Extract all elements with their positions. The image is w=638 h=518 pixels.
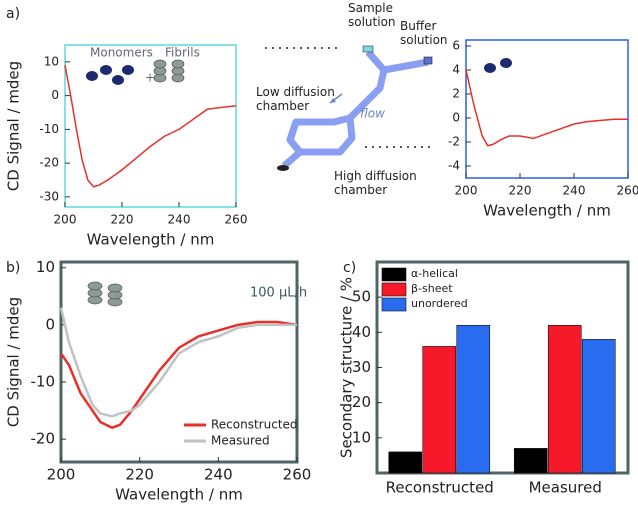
y-axis-label: CD Signal / mdeg — [5, 297, 23, 427]
bar — [456, 324, 491, 474]
x-tick-label: 220 — [111, 213, 134, 227]
y-tick-label: 6 — [452, 39, 460, 53]
y-tick-label: 40 — [352, 323, 371, 341]
legend-swatch — [381, 267, 407, 282]
x-tick-label: 240 — [563, 184, 586, 198]
y-tick-label: -20 — [31, 430, 56, 448]
diagram-label: Sample solution — [348, 1, 396, 29]
legend-label: α-helical — [411, 267, 458, 280]
x-tick-label: 240 — [204, 466, 233, 484]
legend-swatch — [381, 297, 407, 312]
x-axis-label: Wavelength / nm — [87, 231, 215, 249]
y-tick-label: -20 — [39, 156, 59, 170]
plot-frame — [64, 44, 237, 208]
y-tick-label: -4 — [448, 159, 460, 173]
y-tick-label: 10 — [352, 428, 371, 446]
y-tick-label: -30 — [39, 189, 59, 203]
annotation: Fibrils — [165, 46, 200, 60]
plot-frame — [465, 39, 629, 179]
y-tick-label: 50 — [352, 288, 371, 306]
y-tick-label: 2 — [452, 87, 460, 101]
x-tick-label: Reconstructed — [386, 479, 494, 497]
y-axis-label: Secondary structure / % — [338, 277, 356, 458]
legend-swatch — [381, 282, 407, 297]
legend-label: unordered — [411, 297, 468, 310]
x-tick-label: 220 — [125, 466, 154, 484]
panel-label: a) — [6, 6, 20, 22]
panel-label: b) — [6, 260, 20, 276]
y-tick-label: -10 — [39, 122, 59, 136]
diagram-label: High diffusion chamber — [334, 169, 417, 197]
bar — [581, 339, 616, 474]
diagram-label: Low diffusion chamber — [256, 85, 335, 113]
bar — [547, 324, 582, 474]
y-tick-label: 0 — [452, 111, 460, 125]
x-tick-label: 200 — [47, 466, 76, 484]
x-axis-label: Wavelength / nm — [483, 202, 611, 220]
bar — [422, 346, 457, 474]
diagram-label: Buffer solution — [400, 19, 448, 47]
legend-label: Reconstructed — [211, 418, 298, 432]
x-tick-label: 200 — [455, 184, 478, 198]
x-tick-label: 220 — [509, 184, 532, 198]
y-tick-label: 0 — [45, 315, 55, 333]
data-line — [465, 69, 628, 147]
x-tick-label: 260 — [225, 213, 248, 227]
x-tick-label: 260 — [617, 184, 638, 198]
y-tick-label: 10 — [36, 258, 55, 276]
y-tick-label: 20 — [352, 393, 371, 411]
legend-label: Measured — [211, 434, 270, 448]
x-tick-label: Measured — [529, 479, 602, 497]
x-tick-label: 240 — [168, 213, 191, 227]
y-axis-label: CD Signal / mdeg — [5, 61, 23, 191]
y-tick-label: 30 — [352, 358, 371, 376]
y-tick-label: -10 — [31, 373, 56, 391]
data-line — [64, 65, 237, 188]
y-tick-label: 0 — [51, 88, 59, 102]
y-tick-label: -2 — [448, 135, 460, 149]
panel-label: c) — [343, 260, 356, 276]
data-line — [59, 307, 297, 418]
device-diagram — [265, 45, 435, 171]
bar — [388, 451, 423, 474]
diagram-label: flow — [360, 107, 385, 121]
x-axis-label: Wavelength / nm — [115, 486, 243, 504]
data-line — [59, 320, 298, 430]
y-tick-label: 4 — [452, 63, 460, 77]
annotation: 100 µL/h — [250, 286, 307, 301]
x-tick-label: 260 — [283, 466, 312, 484]
annotation: + — [145, 71, 155, 85]
bar — [513, 448, 548, 474]
y-tick-label: 10 — [44, 54, 59, 68]
annotation: Monomers — [90, 46, 153, 60]
legend-label: β-sheet — [411, 282, 453, 295]
icons — [86, 58, 512, 307]
plot-frame — [59, 260, 299, 464]
x-tick-label: 200 — [54, 213, 77, 227]
